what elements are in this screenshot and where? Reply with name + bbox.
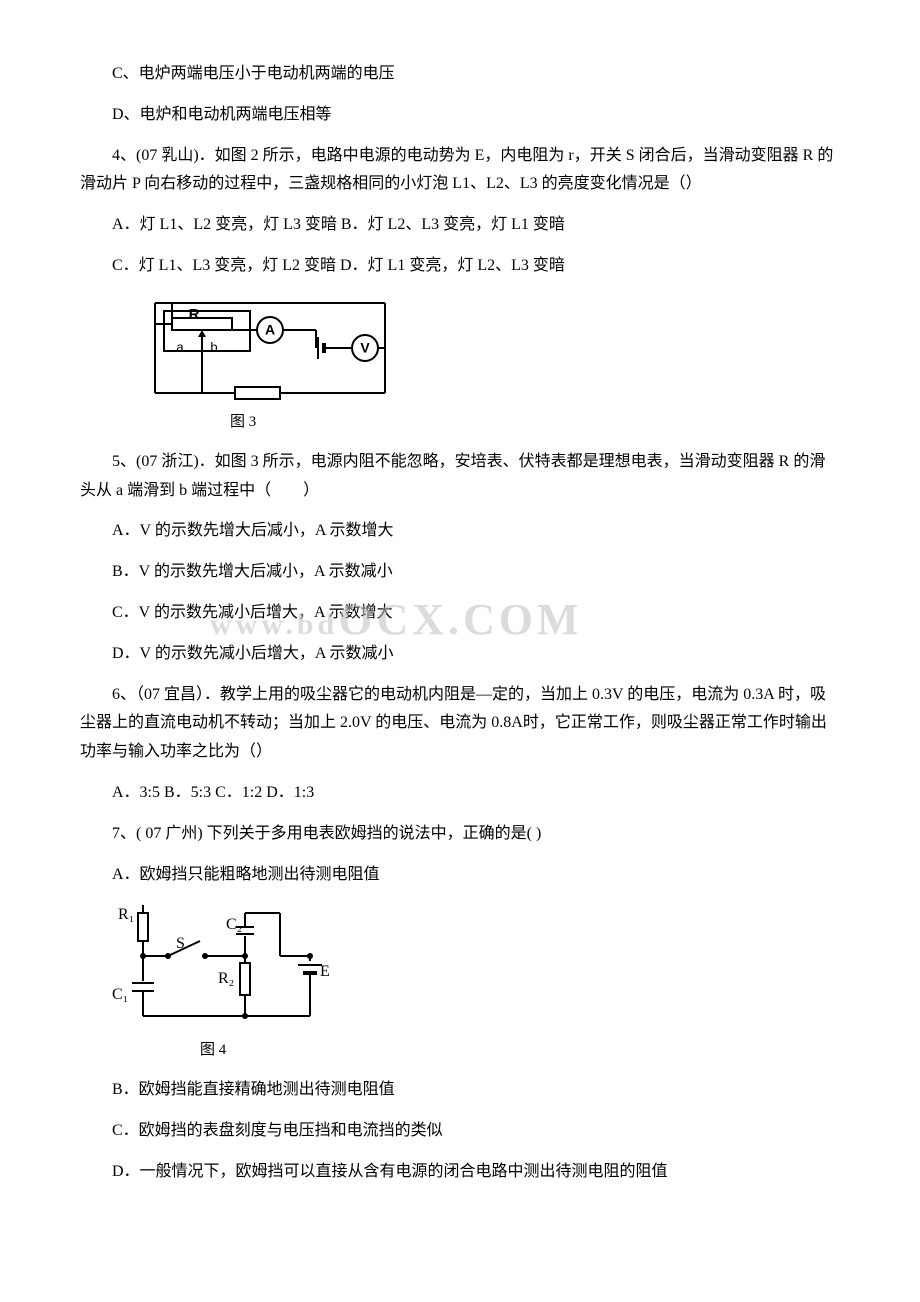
q7-option-c: C．欧姆挡的表盘刻度与电压挡和电流挡的类似	[80, 1117, 840, 1146]
q7-option-b: B．欧姆挡能直接精确地测出待测电阻值	[80, 1076, 840, 1105]
figure-4-diagram: R₁ C₁ S C₂ R₂ E	[110, 901, 840, 1031]
svg-text:S: S	[176, 935, 185, 952]
question-4: 4、(07 乳山)．如图 2 所示，电路中电源的电动势为 E，内电阻为 r，开关…	[80, 142, 840, 200]
q5-option-a: A．V 的示数先增大后减小，A 示数增大	[80, 517, 840, 546]
svg-text:R: R	[189, 306, 200, 323]
q4-options-cd: C．灯 L1、L3 变亮，灯 L2 变暗 D．灯 L1 变亮，灯 L2、L3 变…	[80, 252, 840, 281]
q5-option-c: C．V 的示数先减小后增大，A 示数增大	[80, 599, 840, 628]
svg-text:b: b	[210, 339, 217, 354]
svg-text:E: E	[320, 963, 330, 980]
figure-3-diagram: Ra b A V	[140, 293, 840, 403]
svg-text:R₂: R₂	[218, 970, 234, 987]
svg-text:C₁: C₁	[112, 986, 128, 1003]
figure-4-caption: 图 4	[200, 1037, 840, 1064]
q5-option-d: D．V 的示数先减小后增大，A 示数减小	[80, 640, 840, 669]
question-5: 5、(07 浙江)．如图 3 所示，电源内阻不能忽略，安培表、伏特表都是理想电表…	[80, 448, 840, 506]
svg-text:R₁: R₁	[118, 906, 134, 923]
q6-options: A．3:5 B．5:3 C．1:2 D．1:3	[80, 779, 840, 808]
q5-option-b: B．V 的示数先增大后减小，A 示数减小	[80, 558, 840, 587]
svg-text:a: a	[176, 339, 184, 354]
svg-text:A: A	[265, 321, 275, 337]
svg-text:V: V	[360, 339, 370, 355]
question-6: 6、（07 宜昌）．教学上用的吸尘器它的电动机内阻是—定的，当加上 0.3V 的…	[80, 681, 840, 767]
q7-option-a: A．欧姆挡只能粗略地测出待测电阻值	[80, 861, 840, 890]
q7-option-d: D．一般情况下，欧姆挡可以直接从含有电源的闭合电路中测出待测电阻的阻值	[80, 1158, 840, 1187]
svg-text:C₂: C₂	[226, 916, 242, 933]
option-c: C、电炉两端电压小于电动机两端的电压	[80, 60, 840, 89]
option-d: D、电炉和电动机两端电压相等	[80, 101, 840, 130]
q4-options-ab: A．灯 L1、L2 变亮，灯 L3 变暗 B．灯 L2、L3 变亮，灯 L1 变…	[80, 211, 840, 240]
question-7: 7、( 07 广州) 下列关于多用电表欧姆挡的说法中，正确的是( )	[80, 820, 840, 849]
figure-3-caption: 图 3	[230, 409, 840, 436]
